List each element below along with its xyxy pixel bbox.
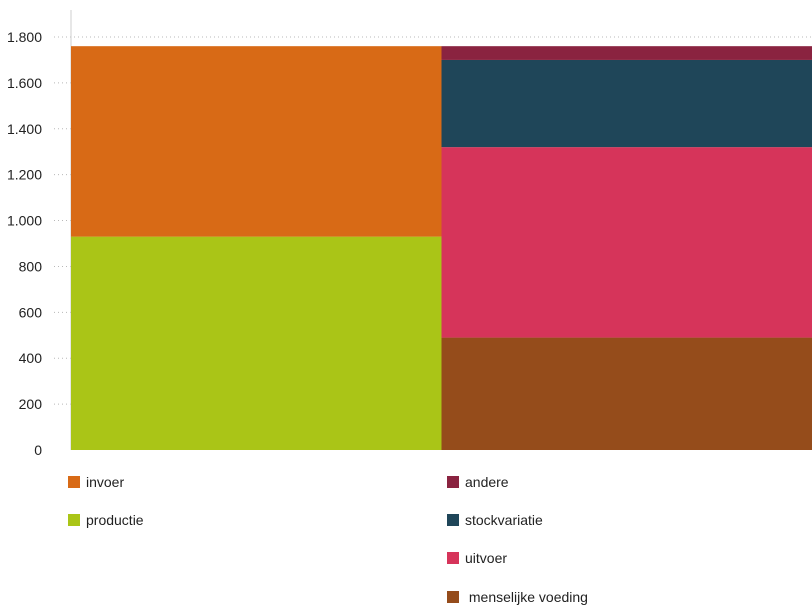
bar-segment-uitvoer (441, 147, 812, 338)
legend-label: invoer (86, 474, 125, 490)
bar-segment-andere (441, 46, 812, 60)
legend-label: menselijke voeding (465, 589, 588, 605)
legend-item-uitvoer[interactable]: uitvoer (447, 550, 507, 566)
y-tick-label: 800 (19, 258, 43, 274)
legend-swatch (447, 514, 459, 526)
legend-swatch (68, 476, 80, 488)
legend-swatch (68, 514, 80, 526)
bar-segment-productie (71, 236, 442, 450)
y-tick-label: 0 (34, 442, 42, 458)
legend-swatch (447, 591, 459, 603)
y-tick-label: 1.800 (7, 29, 42, 45)
legend-item-productie[interactable]: productie (68, 512, 144, 528)
legend-item-invoer[interactable]: invoer (68, 474, 124, 490)
bar-segment-invoer (71, 46, 442, 237)
y-tick-label: 1.200 (7, 167, 42, 183)
legend-label: andere (465, 474, 509, 490)
stacked-bar-chart: 0 200 400 600 800 1.000 1.200 1.400 1.600 1.800 (7, 10, 812, 458)
legend-label: productie (86, 512, 144, 528)
legend-label: uitvoer (465, 550, 508, 566)
y-tick-label: 200 (19, 396, 43, 412)
y-tick-label: 1.000 (7, 213, 42, 229)
legend-item-stockvariatie[interactable]: stockvariatie (447, 512, 543, 528)
bar-segment-menselijke-voeding (441, 337, 812, 450)
legend-item-menselijke-voeding[interactable]: menselijke voeding (447, 589, 588, 605)
legend-item-andere[interactable]: andere (447, 474, 509, 490)
y-tick-label: 1.600 (7, 75, 42, 91)
bar-segment-stockvariatie (441, 59, 812, 148)
legend-swatch (447, 552, 459, 564)
y-tick-label: 600 (19, 304, 43, 320)
legend-label: stockvariatie (465, 512, 543, 528)
y-tick-label: 400 (19, 350, 43, 366)
legend-swatch (447, 476, 459, 488)
y-tick-label: 1.400 (7, 121, 42, 137)
